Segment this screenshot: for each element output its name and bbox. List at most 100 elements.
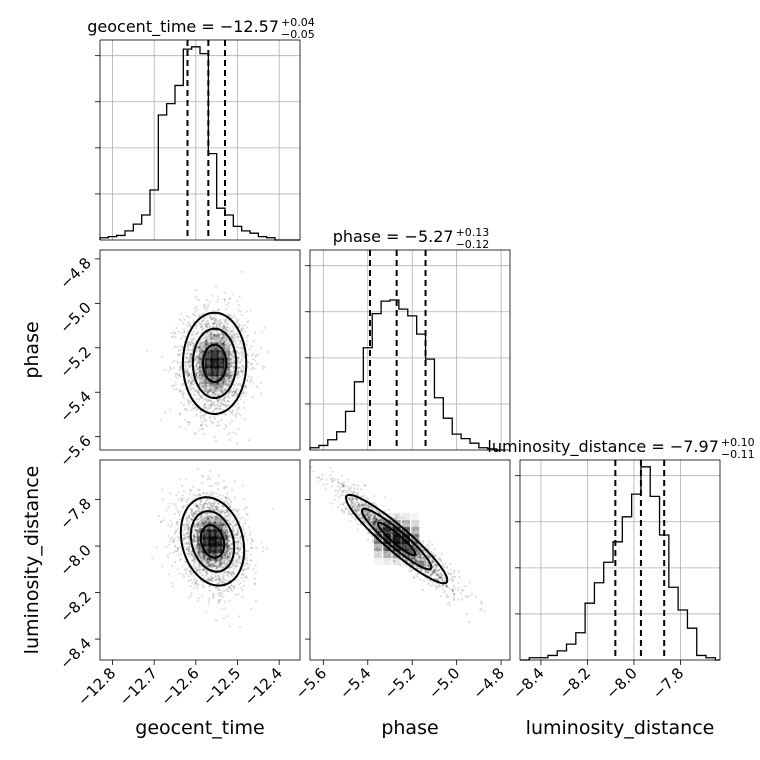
sample-point <box>220 594 223 597</box>
sample-point <box>227 535 230 538</box>
sample-point <box>243 532 246 535</box>
sample-point <box>189 355 192 359</box>
sample-point <box>246 559 249 562</box>
sample-point <box>159 418 163 421</box>
y-tick-label: −4.8 <box>56 254 94 292</box>
sample-point <box>223 291 226 294</box>
sample-point <box>220 342 223 345</box>
sample-point <box>198 521 201 524</box>
sample-point <box>230 337 234 340</box>
sample-point <box>247 320 250 323</box>
sample-point <box>247 375 250 378</box>
x-axis-label: luminosity_distance <box>526 717 715 739</box>
sample-point <box>208 385 211 388</box>
sample-point <box>198 346 201 349</box>
sample-point <box>227 354 230 357</box>
sample-point <box>246 334 249 337</box>
sample-point <box>205 338 208 341</box>
sample-point <box>199 377 202 380</box>
sample-point <box>229 523 232 526</box>
sample-point <box>214 565 217 568</box>
sample-point <box>224 533 227 537</box>
sample-point <box>221 332 225 335</box>
sample-point <box>224 538 227 541</box>
sample-point <box>195 401 198 404</box>
sample-point <box>223 383 226 386</box>
sample-point <box>215 516 218 520</box>
sample-point <box>246 549 250 553</box>
sample-point <box>233 584 236 588</box>
sample-point <box>220 563 223 566</box>
sample-point <box>236 552 239 555</box>
sample-point <box>194 529 198 532</box>
sample-point <box>212 383 215 386</box>
sample-point <box>189 511 193 514</box>
sample-point <box>219 561 222 565</box>
sample-point <box>203 376 206 379</box>
sample-point <box>222 523 225 526</box>
sample-point <box>213 335 216 338</box>
sample-point <box>178 374 181 377</box>
sample-point <box>222 562 225 565</box>
sample-point <box>169 525 172 528</box>
sample-point <box>214 386 217 389</box>
sample-point <box>235 409 238 412</box>
sample-point <box>221 525 224 529</box>
sample-point <box>204 520 208 523</box>
sample-point <box>194 494 197 497</box>
sample-point <box>194 393 197 397</box>
sample-point <box>223 552 226 555</box>
sample-point <box>202 386 205 389</box>
sample-point <box>179 349 182 352</box>
sample-point <box>191 515 194 518</box>
sample-point <box>189 366 192 369</box>
density-cell <box>198 342 207 353</box>
sample-point <box>210 559 213 562</box>
y-tick-label: −5.6 <box>56 432 94 470</box>
sample-point <box>225 405 228 408</box>
sample-point <box>235 317 238 320</box>
sample-point <box>217 559 220 562</box>
sample-point <box>207 563 210 566</box>
sample-point <box>199 516 202 520</box>
sample-point <box>220 337 224 340</box>
sample-point <box>224 562 227 565</box>
sample-point <box>241 573 244 577</box>
sample-point <box>245 343 248 346</box>
sample-point <box>207 521 210 524</box>
sample-point <box>194 548 197 551</box>
sample-point <box>177 567 180 571</box>
sample-point <box>221 389 224 392</box>
sample-point <box>213 347 216 350</box>
sample-point <box>186 361 189 364</box>
sample-point <box>222 346 225 349</box>
sample-point <box>216 502 219 505</box>
sample-point <box>229 371 232 374</box>
sample-point <box>217 548 220 551</box>
sample-point <box>217 524 220 527</box>
sample-point <box>225 538 228 541</box>
sample-point <box>240 370 243 373</box>
sample-point <box>185 371 188 374</box>
sample-point <box>237 427 240 431</box>
sample-point <box>223 377 226 380</box>
sample-point <box>234 496 237 499</box>
sample-point <box>237 540 240 543</box>
sample-point <box>206 331 209 335</box>
sample-point <box>219 545 222 549</box>
sample-point <box>225 579 228 583</box>
sample-point <box>227 350 230 353</box>
sample-point <box>224 496 228 499</box>
sample-point <box>385 527 388 530</box>
sample-point <box>217 574 220 578</box>
density-cell <box>222 342 231 353</box>
sample-point <box>194 324 197 327</box>
sample-point <box>206 546 209 549</box>
sample-point <box>209 563 213 567</box>
sample-point <box>222 577 225 580</box>
sample-point <box>231 563 234 566</box>
sample-point <box>212 336 215 339</box>
sample-point <box>230 361 233 364</box>
sample-point <box>221 494 224 497</box>
sample-point <box>221 390 224 393</box>
